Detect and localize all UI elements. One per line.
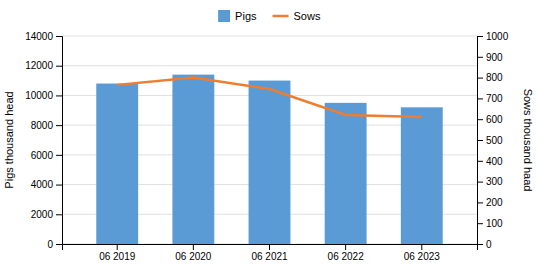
tick: 800 [477,72,503,83]
tick-mark [477,140,483,141]
y-axis: 0 2000 4000 6000 8000 10000 12000 14000 [25,31,62,250]
tick-label: 300 [486,176,503,187]
tick: 500 [477,135,503,146]
bar [325,103,367,244]
tick: 200 [477,197,503,208]
legend-item: Sows [273,10,321,22]
tick-mark [477,161,483,162]
grid-line [62,65,477,66]
tick: 0 [477,239,492,250]
tick-label: 0 [47,239,53,250]
tick-label: 8000 [31,120,54,131]
axis-line [56,37,63,245]
tick: 06 2022 [328,244,365,262]
grid-line [62,36,477,37]
line [117,78,422,118]
tick-mark [477,57,483,58]
tick-label: 6000 [31,150,54,161]
bar [249,81,291,244]
tick-label: 1000 [486,31,509,42]
tick-mark [269,244,270,250]
tick-label: 06 2023 [404,251,441,262]
x-axis: 06 2019 06 2020 06 2021 06 2022 06 2023 [63,244,478,262]
y2-axis: 0 100 200 300 400 500 600 700 800 900 1000 [477,31,509,250]
tick-label: 700 [486,93,503,104]
tick-mark [477,182,483,183]
tick: 12000 [25,60,62,71]
tick-label: 4000 [31,179,54,190]
plot: 06 201906 202006 202106 202206 202302000… [25,31,508,262]
tick-mark [117,244,118,250]
tick-mark [56,66,62,67]
tick: 0 [47,239,62,250]
grid [62,36,477,244]
tick-mark [477,36,483,37]
tick: 10000 [25,90,62,101]
tick: 6000 [31,150,62,161]
tick-mark [56,95,62,96]
tick-label: 0 [486,239,492,250]
tick-mark [477,78,483,79]
axis-line [63,245,478,251]
tick-label: 900 [486,52,503,63]
bar [172,75,214,244]
legend-label: Pigs [235,10,257,22]
tick-mark [193,244,194,250]
tick: 06 2021 [251,244,288,262]
tick-mark [477,98,483,99]
legend-label: Sows [294,10,321,22]
tick-label: 400 [486,156,503,167]
tick: 100 [477,218,503,229]
tick-mark [345,244,346,250]
legend-swatch [273,15,289,18]
tick: 2000 [31,209,62,220]
tick-label: 200 [486,197,503,208]
tick-label: 06 2019 [99,251,136,262]
tick-label: 2000 [31,209,54,220]
tick-mark [477,223,483,224]
tick-mark [56,155,62,156]
tick-mark [56,36,62,37]
tick-label: 06 2022 [328,251,365,262]
tick-label: 10000 [25,90,53,101]
y2-axis-title: Sows thousand haad [522,89,534,192]
legend-item: Pigs [218,10,257,22]
tick-mark [56,214,62,215]
tick: 4000 [31,179,62,190]
bar [96,84,138,244]
tick: 06 2020 [175,244,212,262]
bar [401,107,443,244]
axis-line [478,37,484,245]
tick: 300 [477,176,503,187]
tick: 400 [477,156,503,167]
tick-label: 12000 [25,60,53,71]
marks [96,75,442,244]
tick: 700 [477,93,503,104]
tick-mark [56,244,62,245]
legend-swatch [218,10,230,22]
tick-label: 500 [486,135,503,146]
tick-label: 100 [486,218,503,229]
tick: 14000 [25,31,62,42]
tick-mark [477,119,483,120]
tick-mark [421,244,422,250]
legend: Pigs Sows [218,10,321,22]
chart: 06 201906 202006 202106 202206 202302000… [0,0,537,272]
tick-mark [477,202,483,203]
y-axis-title: Pigs thousand head [3,91,15,188]
tick-mark [56,185,62,186]
tick-label: 600 [486,114,503,125]
tick-label: 800 [486,72,503,83]
tick: 8000 [31,120,62,131]
tick-label: 06 2020 [175,251,212,262]
tick: 1000 [477,31,509,42]
tick-label: 14000 [25,31,53,42]
tick-mark [56,125,62,126]
tick-mark [477,244,483,245]
tick-label: 06 2021 [251,251,288,262]
tick: 06 2019 [99,244,136,262]
tick: 06 2023 [404,244,441,262]
tick: 900 [477,52,503,63]
tick: 600 [477,114,503,125]
